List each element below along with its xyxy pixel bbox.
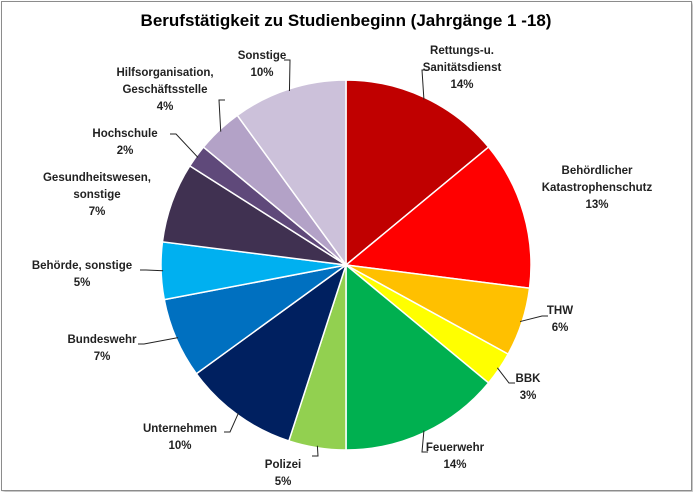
data-label-percent: 4%: [157, 101, 174, 113]
data-label: Hochschule 2%: [92, 128, 157, 157]
data-label-percent: 14%: [450, 79, 473, 91]
data-label: Gesundheitswesen, sonstige 7%: [43, 172, 151, 218]
data-label: Behörde, sonstige 5%: [32, 260, 132, 289]
data-label: BBK 3%: [516, 373, 542, 402]
leader-line: [138, 337, 179, 345]
data-label-name: BBK: [516, 373, 542, 385]
data-label-name: Polizei: [265, 459, 301, 471]
data-label-percent: 14%: [443, 459, 466, 471]
data-label-name: Hilfsorganisation,: [116, 67, 213, 79]
data-label: Behördlicher Katastrophenschutz 13%: [542, 165, 653, 211]
pie-slice: [345, 79, 490, 267]
leader-lines: [138, 59, 548, 457]
data-label: Unternehmen 10%: [143, 423, 217, 452]
leader-line: [218, 99, 225, 132]
data-label-percent: 5%: [74, 277, 91, 289]
leader-line: [519, 315, 548, 323]
data-label-percent: 7%: [89, 206, 106, 218]
data-label-name: Behörde, sonstige: [32, 260, 132, 272]
data-label-name: THW: [547, 305, 573, 317]
data-label: Hilfsorganisation, Geschäftsstelle 4%: [116, 67, 213, 113]
data-label: Polizei 5%: [265, 459, 301, 488]
pie-slices: [160, 79, 532, 451]
data-label-percent: 13%: [585, 199, 608, 211]
data-label-percent: 10%: [250, 67, 273, 79]
data-labels: Rettungs-u. Sanitätsdienst 14% Behördlicher…: [32, 45, 653, 488]
data-label-name: Hochschule: [92, 128, 157, 140]
data-label-percent: 10%: [168, 440, 191, 452]
leader-line: [170, 133, 199, 158]
leader-line: [421, 69, 428, 100]
data-label: Bundeswehr 7%: [67, 334, 137, 363]
data-label-percent: 7%: [94, 351, 111, 363]
pie-slice: [345, 263, 490, 451]
leader-line: [312, 445, 319, 457]
leader-line: [284, 59, 291, 91]
data-label-name: Sanitätsdienst: [423, 62, 502, 74]
leader-line: [496, 367, 515, 384]
leader-line: [421, 430, 428, 453]
chart-title: Berufstätigkeit zu Studienbeginn (Jahrgä…: [141, 11, 552, 30]
data-label-name: Unternehmen: [143, 423, 217, 435]
data-label-percent: 3%: [520, 390, 537, 402]
data-label: THW 6%: [547, 305, 573, 334]
data-label-name: Katastrophenschutz: [542, 182, 653, 194]
leader-line: [224, 412, 239, 433]
pie-slice: [236, 79, 347, 268]
data-label: Rettungs-u. Sanitätsdienst 14%: [423, 45, 502, 91]
data-label: Feuerwehr 14%: [426, 442, 485, 471]
data-label-name: Behördlicher: [562, 165, 633, 177]
data-label-name: Sonstige: [238, 50, 287, 62]
data-label-name: Feuerwehr: [426, 442, 485, 454]
data-label-name: Gesundheitswesen,: [43, 172, 151, 184]
data-label-percent: 6%: [552, 322, 569, 334]
leader-line: [140, 269, 164, 272]
data-label: Sonstige 10%: [238, 50, 287, 79]
data-label-percent: 5%: [275, 476, 292, 488]
data-label-percent: 2%: [117, 145, 134, 157]
pie-slice: [344, 146, 532, 290]
data-label-name: sonstige: [73, 189, 120, 201]
data-label-name: Bundeswehr: [67, 334, 137, 346]
data-label-name: Geschäftsstelle: [122, 84, 207, 96]
data-label-name: Rettungs-u.: [430, 45, 494, 57]
